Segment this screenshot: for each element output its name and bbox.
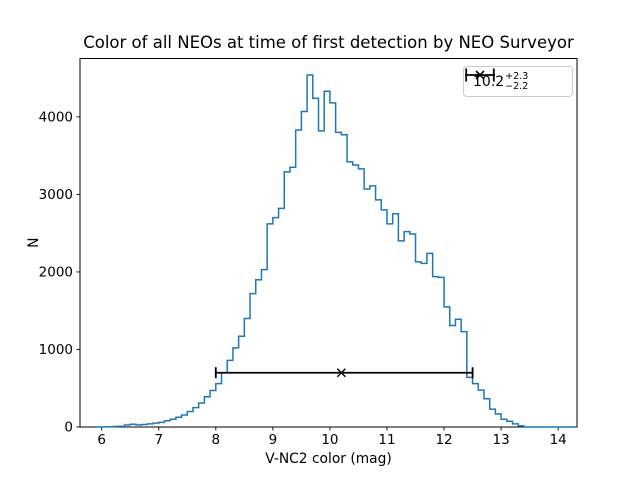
error-bar-x-marker: [336, 368, 346, 378]
x-tick-label: 9: [269, 432, 278, 448]
x-axis-label: V-NC2 color (mag): [265, 451, 392, 467]
x-tick-label: 10: [321, 432, 338, 448]
y-tick-label: 1000: [39, 342, 73, 358]
y-tick-label: 2000: [39, 264, 73, 280]
y-tick-label: 4000: [39, 109, 73, 125]
x-tick-label: 7: [154, 432, 163, 448]
x-tick-label: 11: [378, 432, 395, 448]
legend-uncertainty: +2.3 −2.2: [505, 70, 529, 92]
legend-minus: −2.2: [505, 80, 529, 92]
chart-title: Color of all NEOs at time of first detec…: [83, 33, 574, 52]
legend: 10.2 +2.3 −2.2: [463, 66, 573, 97]
histogram-line: [95, 74, 576, 428]
legend-value: 10.2: [473, 73, 505, 90]
y-tick-label: 3000: [39, 187, 73, 203]
x-tick-label: 8: [212, 432, 221, 448]
errorbar-legend-icon: [465, 68, 495, 82]
axes-frame: [79, 58, 578, 428]
x-tick-label: 12: [435, 432, 452, 448]
legend-label: 10.2 +2.3 −2.2: [473, 70, 529, 92]
y-tick-label: 0: [64, 420, 73, 436]
y-axis-label: N: [26, 238, 42, 248]
x-tick-label: 14: [550, 432, 567, 448]
legend-plus: +2.3: [505, 70, 529, 82]
x-tick-label: 13: [493, 432, 510, 448]
x-tick-label: 6: [97, 432, 106, 448]
